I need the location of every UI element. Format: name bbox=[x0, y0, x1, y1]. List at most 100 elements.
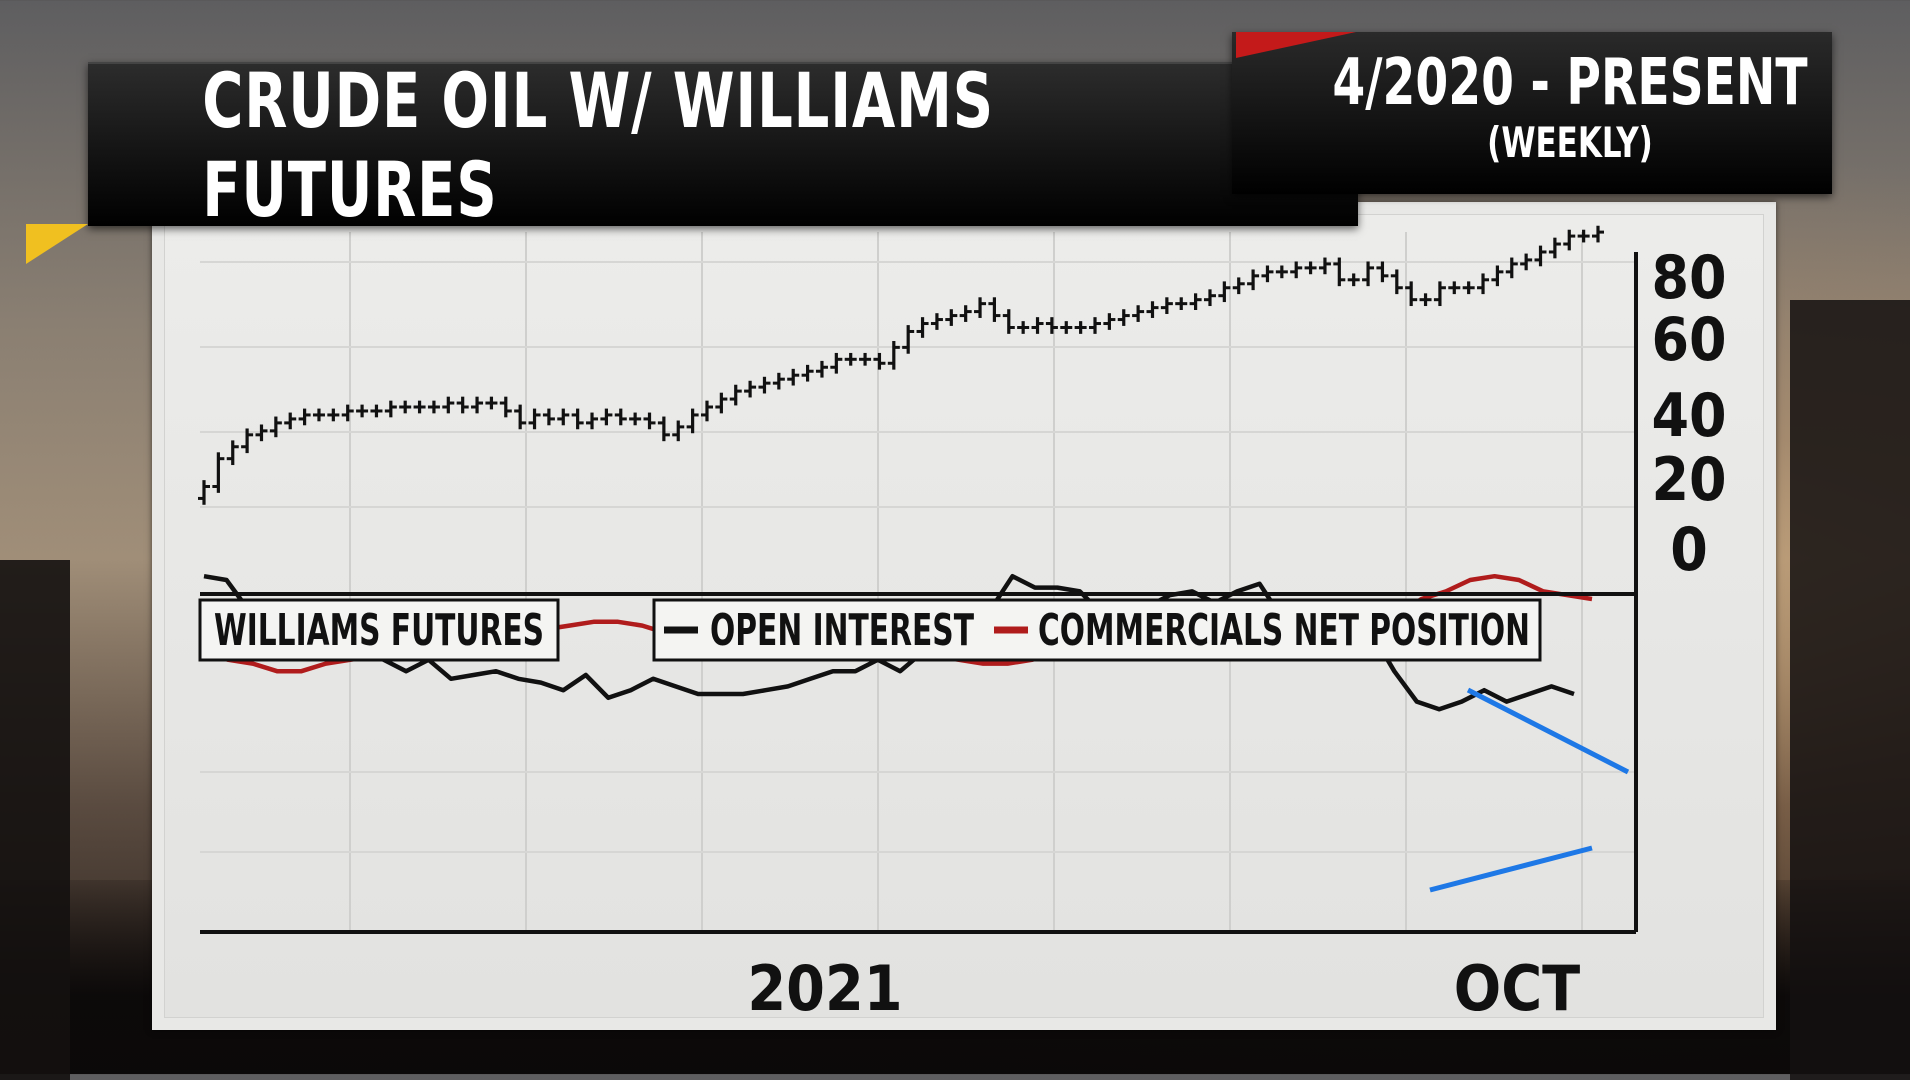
price-bar bbox=[1563, 229, 1576, 251]
price-bar bbox=[571, 408, 584, 430]
trend-line-lower bbox=[1429, 845, 1593, 893]
price-bar bbox=[844, 352, 857, 366]
price-bar bbox=[700, 400, 713, 422]
price-bar bbox=[1103, 313, 1116, 330]
y-tick-20: 20 bbox=[1651, 445, 1726, 515]
y-tick-60: 60 bbox=[1651, 305, 1726, 375]
price-bar bbox=[1146, 301, 1159, 318]
legend-label-open-interest: OPEN INTEREST bbox=[710, 605, 974, 656]
price-bar bbox=[600, 408, 613, 426]
date-range-text: 4/2020 - PRESENT bbox=[1332, 46, 1808, 120]
price-bar bbox=[413, 400, 426, 414]
price-bar bbox=[1275, 265, 1288, 279]
price-bar bbox=[873, 352, 886, 370]
y-tick-0: 0 bbox=[1670, 515, 1708, 585]
price-bar bbox=[499, 396, 512, 418]
pumpjack-silhouette-right bbox=[1790, 300, 1910, 1080]
price-bar bbox=[1304, 261, 1317, 275]
price-bar bbox=[485, 396, 498, 410]
price-bar bbox=[1160, 297, 1173, 314]
price-bar bbox=[1089, 317, 1102, 334]
trend-line-upper bbox=[1466, 687, 1630, 775]
price-bar bbox=[643, 412, 656, 430]
price-bar bbox=[1232, 277, 1245, 295]
price-bar bbox=[1462, 281, 1475, 295]
price-bar bbox=[384, 400, 397, 418]
price-bar bbox=[686, 408, 699, 434]
price-bar bbox=[284, 412, 297, 430]
price-bar bbox=[629, 412, 642, 426]
price-bar bbox=[1448, 281, 1461, 295]
price-bar bbox=[1247, 269, 1260, 291]
grid-lines bbox=[200, 232, 1636, 932]
price-bar bbox=[1074, 321, 1087, 334]
williams-futures-label-box: WILLIAMS FUTURES bbox=[198, 598, 560, 662]
price-bar bbox=[902, 325, 915, 354]
price-bar bbox=[1002, 309, 1015, 334]
price-bar bbox=[557, 408, 570, 426]
price-bar bbox=[1060, 321, 1073, 334]
x-tick-oct: OCT bbox=[1454, 952, 1580, 1025]
price-bar bbox=[1031, 317, 1044, 334]
price-bar bbox=[974, 297, 987, 318]
price-bar bbox=[1045, 317, 1058, 334]
price-bar bbox=[657, 416, 670, 442]
price-bar bbox=[758, 376, 771, 394]
price-bar bbox=[1203, 289, 1216, 307]
price-bar bbox=[959, 305, 972, 322]
price-bar bbox=[729, 384, 742, 406]
price-bar bbox=[514, 404, 527, 430]
price-bar bbox=[1117, 309, 1130, 326]
price-bar bbox=[298, 408, 311, 426]
price-bar bbox=[1333, 257, 1346, 287]
price-bar bbox=[1505, 257, 1518, 279]
price-bar bbox=[198, 480, 210, 505]
price-bar bbox=[1520, 253, 1533, 271]
price-bars bbox=[198, 225, 1604, 505]
price-bar bbox=[1592, 225, 1604, 243]
legend: OPEN INTEREST COMMERCIALS NET POSITION bbox=[652, 598, 1542, 662]
price-bar bbox=[801, 364, 814, 382]
chart-title: CRUDE OIL W/ WILLIAMS FUTURES bbox=[202, 56, 994, 234]
price-bar bbox=[1218, 281, 1231, 303]
price-bar bbox=[1189, 293, 1202, 311]
price-bar bbox=[471, 396, 484, 414]
price-bar bbox=[1132, 305, 1145, 322]
price-bar bbox=[1362, 261, 1375, 287]
price-bar bbox=[772, 372, 785, 390]
price-bar bbox=[1318, 257, 1331, 275]
price-bar bbox=[542, 408, 555, 426]
price-bar bbox=[830, 352, 843, 374]
price-bar bbox=[226, 440, 239, 466]
x-axis-labels: 2021 OCT bbox=[747, 952, 1580, 1025]
title-banner: CRUDE OIL W/ WILLIAMS FUTURES bbox=[88, 56, 1358, 234]
price-bar bbox=[341, 404, 354, 422]
y-tick-80: 80 bbox=[1651, 243, 1726, 313]
price-bar bbox=[815, 360, 828, 378]
price-bar bbox=[399, 400, 412, 414]
y-tick-40: 40 bbox=[1651, 381, 1726, 451]
price-bar bbox=[614, 408, 627, 426]
pumpjack-silhouette-left bbox=[0, 560, 70, 1080]
price-bar bbox=[255, 424, 268, 442]
price-bar bbox=[1477, 273, 1490, 295]
price-bar bbox=[1347, 273, 1360, 287]
price-bar bbox=[1419, 293, 1432, 307]
price-bar bbox=[1290, 261, 1303, 279]
y-axis-labels: 80 60 40 20 0 bbox=[1651, 243, 1726, 585]
price-bar bbox=[1534, 245, 1547, 267]
trend-lines bbox=[1429, 687, 1630, 893]
price-bar bbox=[887, 341, 900, 370]
price-bar bbox=[1548, 237, 1561, 259]
williams-futures-label: WILLIAMS FUTURES bbox=[214, 605, 544, 656]
price-bar bbox=[930, 313, 943, 330]
price-bar bbox=[1577, 229, 1590, 243]
price-bar bbox=[528, 408, 541, 430]
chart-canvas: 80 60 40 20 0 2021 OCT WILLIAMS FUTURES … bbox=[198, 225, 1727, 1025]
price-bar bbox=[859, 352, 872, 366]
x-tick-2021: 2021 bbox=[747, 952, 902, 1025]
price-bar bbox=[1175, 297, 1188, 311]
price-bar bbox=[269, 416, 282, 438]
price-bar bbox=[370, 404, 383, 418]
price-bar bbox=[456, 396, 469, 414]
